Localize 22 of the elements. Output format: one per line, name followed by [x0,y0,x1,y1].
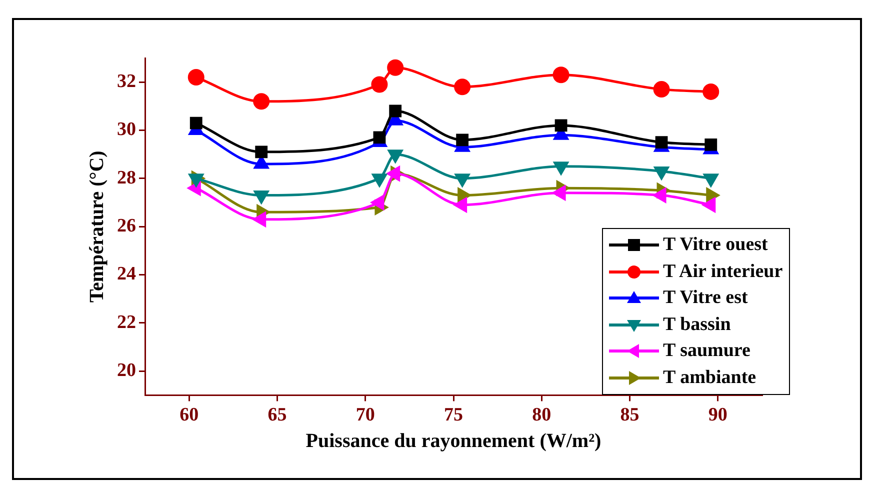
y-tick-label: 26 [117,216,136,237]
y-tick-label: 32 [117,70,136,92]
y-tick-label: 30 [117,119,136,140]
x-tick-label: 60 [180,404,199,426]
x-axis-title: Puissance du rayonnement (W/m²) [306,430,602,452]
y-axis-title: Température (°C) [86,150,108,303]
legend-label: T bassin [663,314,731,336]
legend-label: T Air interieur [663,260,783,283]
legend-label: T Vitre ouest [663,234,768,256]
legend-label: T saumure [663,340,750,362]
y-tick-label: 22 [117,312,136,333]
x-tick-label: 70 [356,404,375,426]
legend-label: T Vitre est [663,287,748,310]
x-tick-label: 85 [620,404,640,426]
legend-label: T ambiante [663,366,756,389]
y-tick-label: 24 [117,264,136,285]
x-tick-label: 90 [708,404,728,426]
y-tick-label: 28 [117,167,136,188]
y-tick-label: 20 [117,360,136,382]
x-tick-label: 75 [444,404,463,426]
x-tick-label: 80 [532,404,552,426]
x-tick-label: 65 [268,404,287,426]
